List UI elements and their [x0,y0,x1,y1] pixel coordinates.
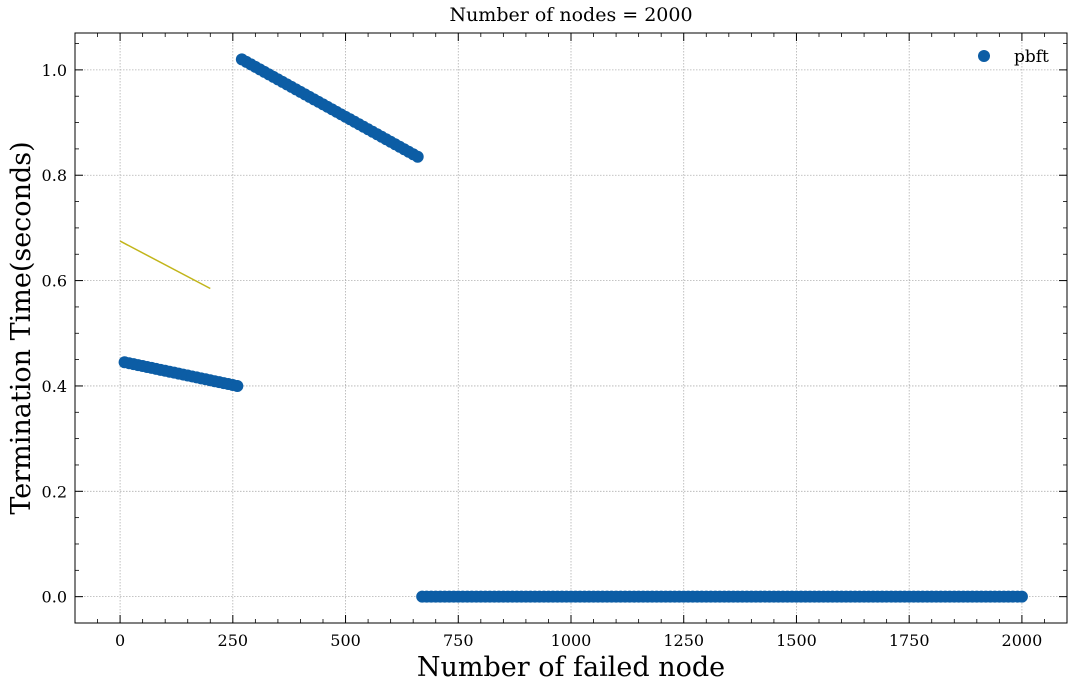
chart-title: Number of nodes = 2000 [449,4,692,26]
x-axis-label: Number of failed node [417,652,725,683]
pbft-point [231,379,244,392]
pbft-point [411,150,424,163]
y-tick-label: 0.8 [42,166,67,185]
grid [75,33,1067,623]
x-tick-label: 750 [443,631,474,650]
x-tick-label: 500 [330,631,361,650]
legend: pbft [978,47,1049,67]
x-tick-label: 1000 [551,631,592,650]
pbft-points [118,53,1028,603]
pbft-point [1015,590,1028,603]
x-tick-label: 0 [115,631,125,650]
x-tick-label: 1750 [889,631,930,650]
y-tick-label: 0.0 [42,588,67,607]
y-axis-label: Termination Time(seconds) [6,141,37,514]
legend-marker-pbft [978,50,990,62]
y-tick-label: 0.4 [42,377,67,396]
y-tick-label: 1.0 [42,61,67,80]
y-tick-label: 0.2 [42,482,67,501]
x-tick-label: 1250 [663,631,704,650]
y-tick-label: 0.6 [42,272,67,291]
legend-label-pbft: pbft [1014,47,1049,67]
x-tick-label: 2000 [1002,631,1043,650]
axis-ticks: 0 250 500 750 1000 1250 1500 1750 2000 0.0 0.2 0.4 0… [42,33,1067,650]
x-tick-label: 250 [218,631,249,650]
trend-line-layer [119,240,211,290]
trend-line [119,240,211,290]
x-tick-label: 1500 [776,631,817,650]
